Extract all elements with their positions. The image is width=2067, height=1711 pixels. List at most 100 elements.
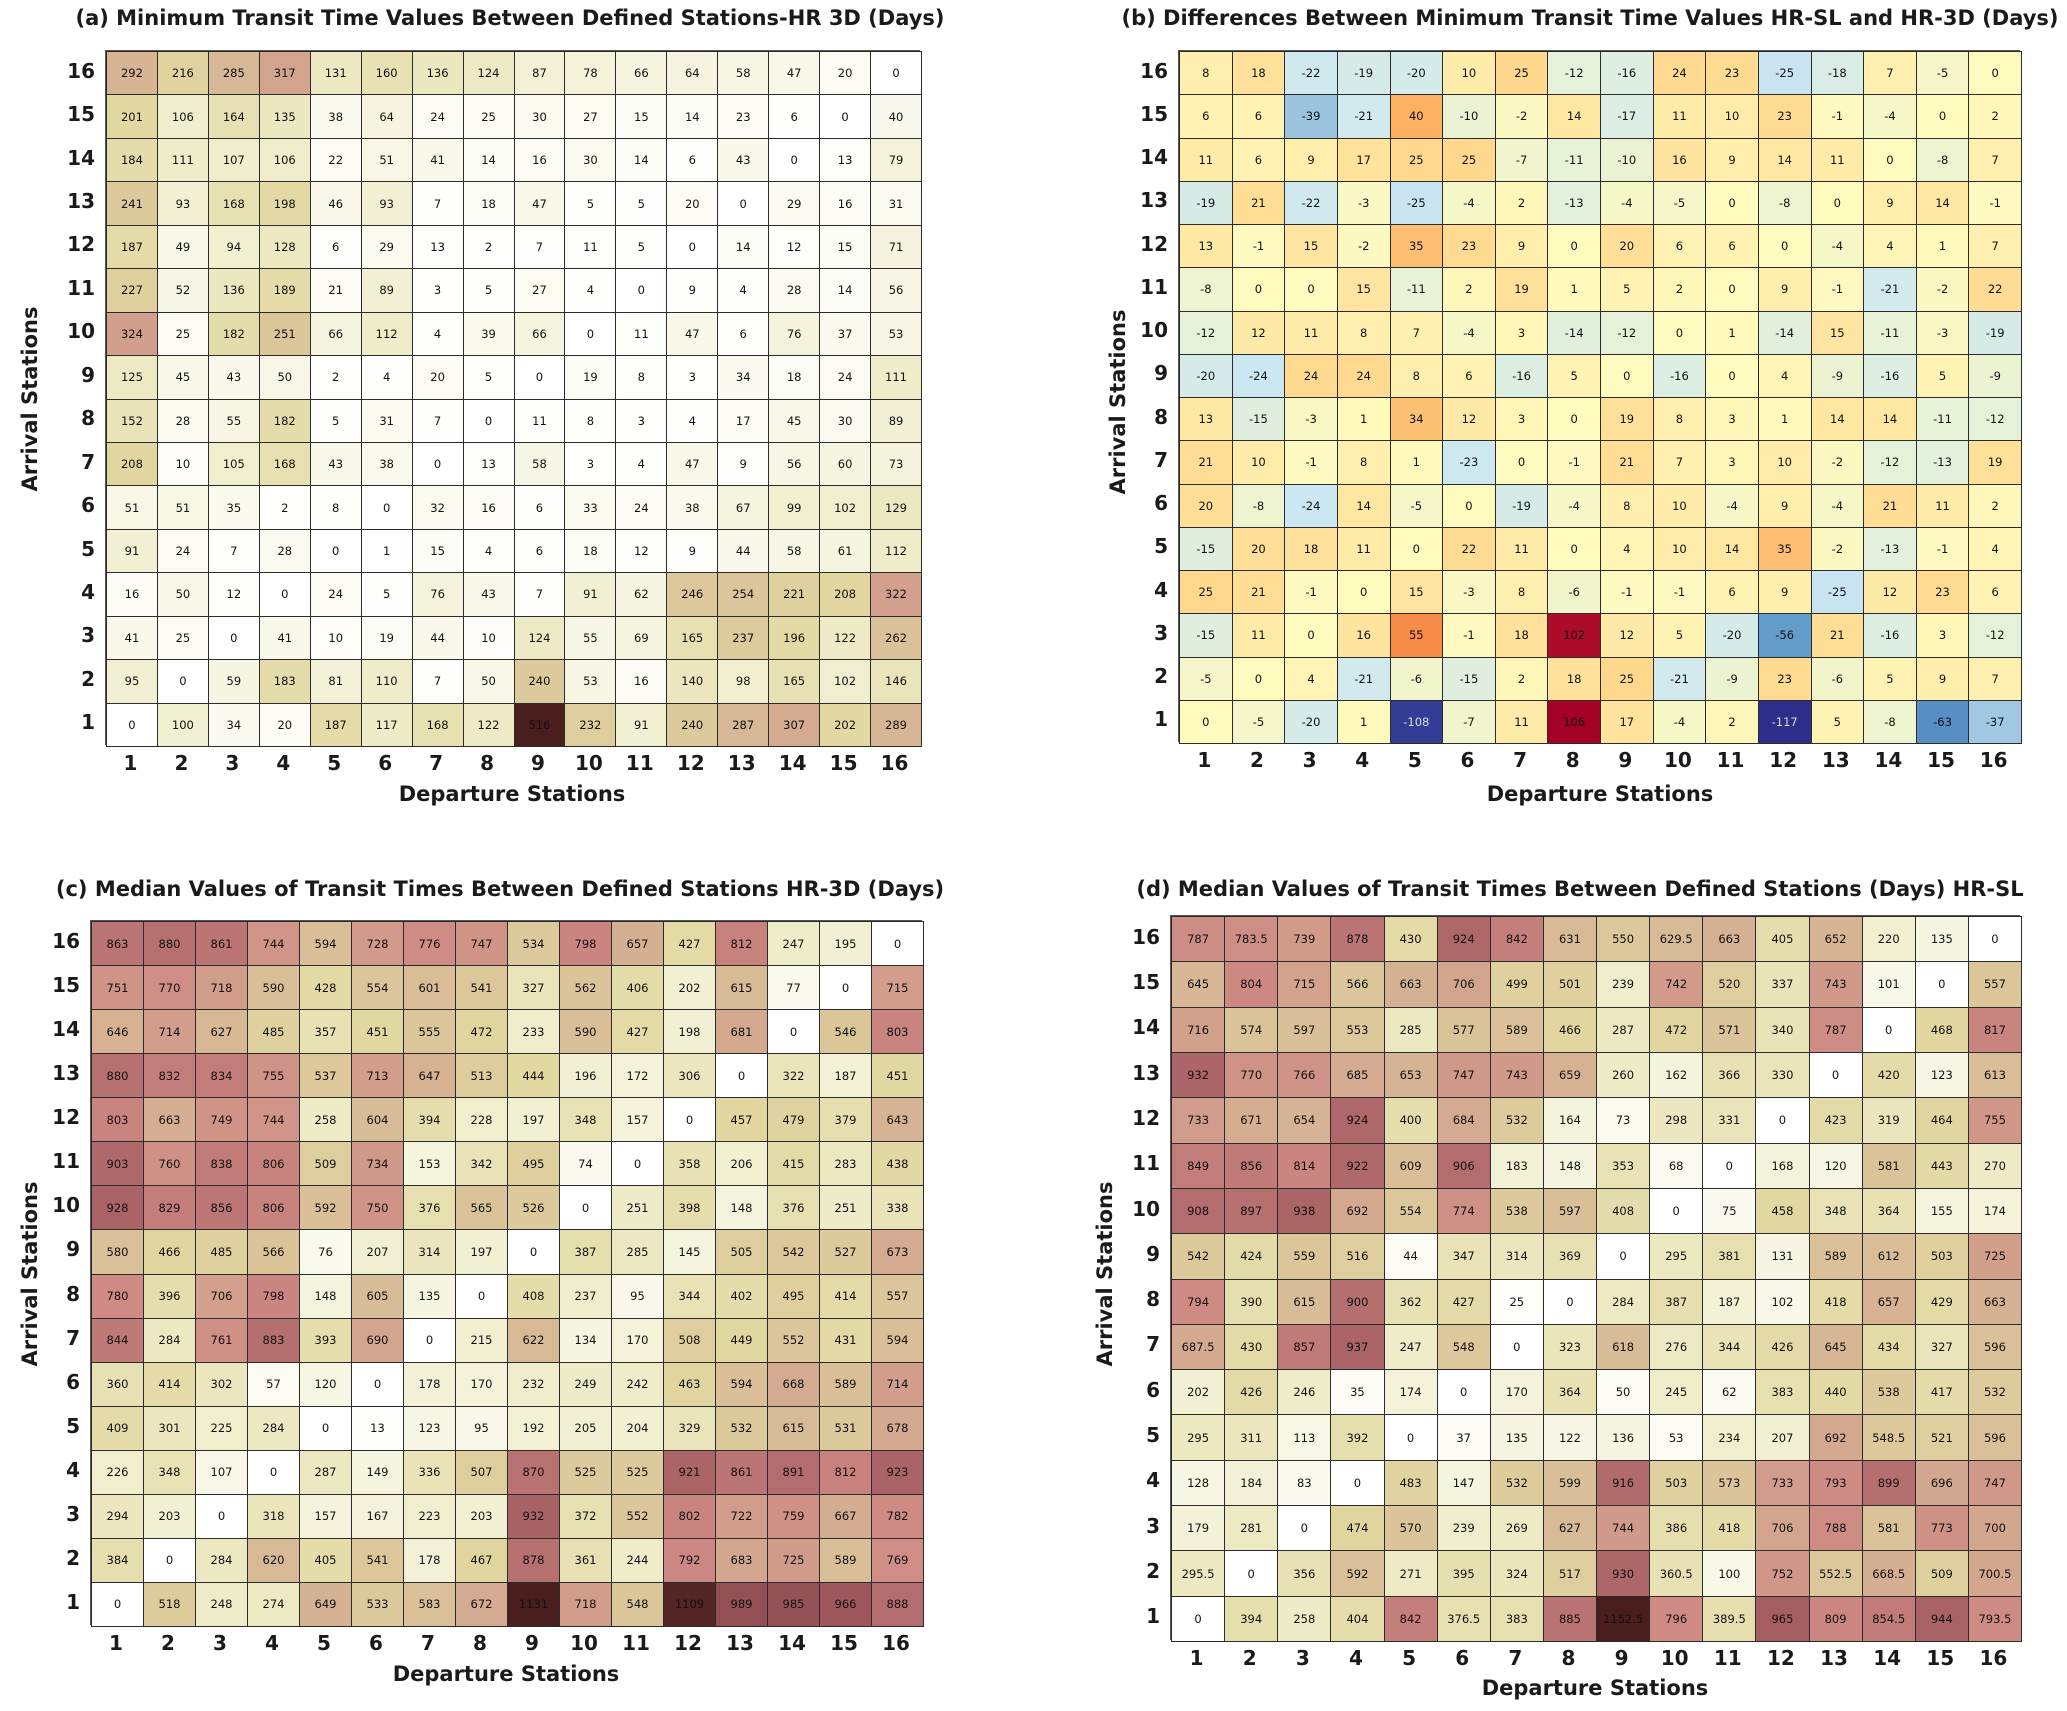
- heatmap-cell: 21: [1600, 440, 1654, 485]
- heatmap-cell: 474: [1330, 1505, 1385, 1552]
- heatmap-cell: 11: [1284, 310, 1338, 355]
- heatmap-cell: 314: [1489, 1233, 1544, 1280]
- x-tick-label: 3: [213, 1631, 227, 1655]
- y-tick-label: 3: [81, 623, 95, 648]
- heatmap-cell: 622: [507, 1317, 560, 1363]
- heatmap-cell: 64: [360, 94, 413, 139]
- heatmap-cell: 838: [195, 1141, 248, 1187]
- heatmap-cell: 599: [1542, 1459, 1597, 1507]
- x-tick-label: 12: [676, 751, 705, 775]
- x-tick-label: 15: [1927, 748, 1955, 772]
- heatmap-cell: 7: [1968, 224, 2022, 269]
- heatmap-cell: -9: [1810, 353, 1865, 398]
- heatmap-cell: 548: [1436, 1323, 1491, 1371]
- heatmap-cell: 759: [767, 1493, 820, 1539]
- heatmap-cell: 18: [768, 355, 821, 400]
- heatmap-cell: 667: [819, 1493, 872, 1539]
- heatmap-cell: 379: [819, 1097, 872, 1143]
- heatmap-cell: 645: [1808, 1323, 1863, 1371]
- heatmap-cell: 225: [195, 1405, 248, 1451]
- heatmap-cell: 0: [1179, 699, 1233, 744]
- heatmap-cell: 183: [258, 659, 311, 704]
- heatmap-cell: 330: [1755, 1051, 1810, 1099]
- heatmap-cell: 285: [1383, 1006, 1438, 1053]
- heatmap-cell: 885: [1542, 1595, 1597, 1642]
- heatmap-cell: 207: [351, 1229, 404, 1275]
- heatmap-cell: -14: [1547, 310, 1601, 355]
- chart-title: (b) Differences Between Minimum Transit …: [1121, 6, 2059, 30]
- heatmap-cell: -16: [1863, 353, 1917, 398]
- heatmap-cell: -1: [1600, 570, 1654, 615]
- heatmap-cell: 557: [1967, 961, 2022, 1008]
- x-tick-label: 9: [525, 1631, 539, 1655]
- heatmap-cell: 113: [1277, 1414, 1332, 1461]
- heatmap-cell: 806: [247, 1185, 300, 1231]
- heatmap-cell: 124: [462, 51, 515, 96]
- heatmap-cell: 19: [1600, 397, 1654, 442]
- heatmap-cell: 814: [1277, 1142, 1332, 1189]
- x-tick-label: 2: [1242, 1646, 1257, 1670]
- heatmap-cell: 19: [360, 615, 413, 661]
- heatmap-cell: 10: [462, 615, 515, 661]
- y-tick-label: 6: [81, 493, 95, 518]
- heatmap-cell: 700.5: [1967, 1550, 2022, 1597]
- heatmap-cell: 135: [258, 94, 311, 139]
- heatmap-cell: 718: [195, 965, 248, 1011]
- heatmap-cell: 552: [767, 1317, 820, 1363]
- heatmap-cell: 857: [1277, 1323, 1332, 1371]
- heatmap-cell: 51: [360, 137, 413, 183]
- heatmap-cell: 0: [507, 1229, 560, 1275]
- heatmap-cell: 29: [360, 224, 413, 270]
- heatmap-cell: 148: [299, 1273, 352, 1319]
- heatmap-cell: 358: [663, 1141, 716, 1187]
- heatmap-cell: 776: [403, 921, 456, 967]
- heatmap-cell: 12: [207, 572, 260, 617]
- y-axis-label: Arrival Stations: [18, 306, 42, 492]
- x-tick-label: 5: [317, 1631, 331, 1655]
- x-tick-label: 4: [265, 1631, 279, 1655]
- heatmap-cell: -4: [1863, 94, 1917, 139]
- heatmap-cell: 16: [615, 659, 668, 704]
- heatmap-cell: -23: [1442, 440, 1496, 485]
- heatmap-cell: 239: [1436, 1505, 1491, 1552]
- heatmap-cell: 23: [1757, 94, 1812, 139]
- heatmap-cell: 0: [1330, 1459, 1385, 1507]
- heatmap-cell: 62: [615, 572, 668, 617]
- heatmap-cell: 9: [666, 528, 719, 574]
- heatmap-cell: 485: [195, 1229, 248, 1275]
- heatmap-cell: 184: [106, 137, 158, 183]
- heatmap-cell: 883: [247, 1317, 300, 1363]
- heatmap-cell: 91: [564, 572, 617, 617]
- heatmap-cell: 123: [403, 1405, 456, 1451]
- y-tick-label: 13: [1140, 188, 1168, 213]
- y-tick-label: 12: [1132, 1105, 1160, 1130]
- heatmap-cell: 4: [1284, 656, 1338, 701]
- heatmap-cell: 170: [1489, 1369, 1544, 1416]
- heatmap-cell: 9: [717, 441, 770, 487]
- heatmap-cell: 383: [1755, 1369, 1810, 1416]
- heatmap-cell: 11: [564, 224, 617, 270]
- heatmap-cell: 131: [309, 51, 362, 96]
- heatmap-cell: 526: [507, 1185, 560, 1231]
- x-tick-label: 10: [574, 751, 603, 775]
- heatmap-cell: 0: [663, 1097, 716, 1143]
- heatmap-cell: 91: [615, 702, 668, 747]
- heatmap-cell: 592: [1330, 1550, 1385, 1597]
- heatmap-cell: 668.5: [1861, 1550, 1916, 1597]
- heatmap-cell: 206: [715, 1141, 768, 1187]
- heatmap-cell: 1: [1547, 267, 1601, 312]
- heatmap-cell: 227: [106, 268, 158, 313]
- heatmap-cell: 722: [715, 1493, 768, 1539]
- heatmap-cell: 37: [819, 311, 872, 357]
- heatmap-cell: 21: [309, 268, 362, 313]
- y-tick-label: 10: [52, 1193, 80, 1218]
- heatmap-cell: 537: [299, 1053, 352, 1099]
- x-tick-label: 11: [622, 1631, 650, 1655]
- heatmap-cell: 106: [156, 94, 209, 139]
- heatmap-cell: 594: [299, 921, 352, 967]
- heatmap-cell: 153: [403, 1141, 456, 1187]
- heatmap-cell: 76: [768, 311, 821, 357]
- heatmap-cell: 485: [247, 1009, 300, 1055]
- heatmap-cell: 110: [360, 659, 413, 704]
- heatmap-cell: 68: [1649, 1142, 1704, 1189]
